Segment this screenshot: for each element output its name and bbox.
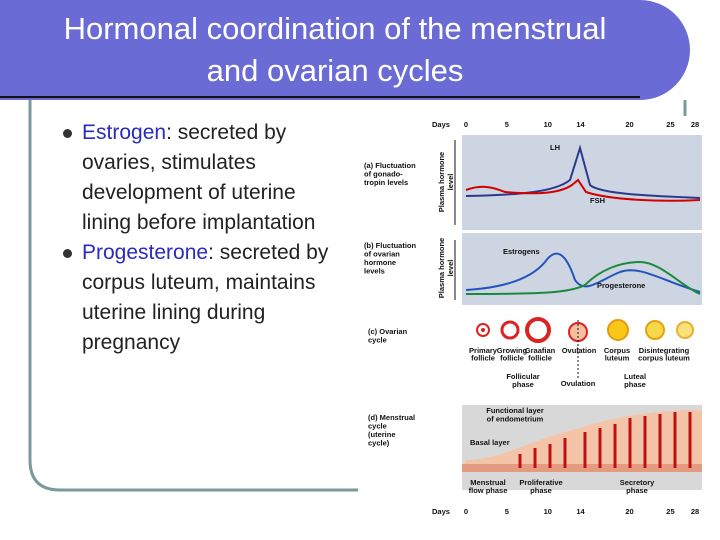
day-tick-label: 5 <box>505 507 509 516</box>
figure-label: flow phase <box>469 486 508 495</box>
follicle-icon <box>607 319 629 341</box>
figure-label: follicle <box>528 354 552 363</box>
figure-label: phase <box>530 486 552 495</box>
figure-label: Corpus <box>604 346 630 355</box>
curve-label: LH <box>550 143 560 152</box>
frame-line <box>28 100 360 492</box>
figure-label: Follicular <box>506 372 539 381</box>
figure-label: Ovulation <box>561 379 596 388</box>
curve-label: FSH <box>590 196 605 205</box>
vessel <box>518 412 692 468</box>
lh-curve <box>465 144 701 199</box>
figure-label: hormone <box>364 258 396 267</box>
figure-label: Disintegrating <box>639 346 690 355</box>
progesterone-curve <box>465 260 701 295</box>
days-label: Days <box>432 507 450 516</box>
figure-label: cycle <box>368 422 387 431</box>
figure-label: Ovulation <box>562 346 597 355</box>
figure-label: Functional layer <box>486 406 544 415</box>
bullet: Progesterone: secreted by corpus luteum,… <box>60 238 350 358</box>
figure-label: cycle) <box>368 439 390 448</box>
term: Progesterone <box>82 241 209 264</box>
figure-label: phase <box>626 486 648 495</box>
figure-label: Menstrual <box>470 478 505 487</box>
day-tick-label: 28 <box>691 120 699 129</box>
day-tick-label: 25 <box>666 120 674 129</box>
figure-label: (d) Menstrual <box>368 413 415 422</box>
title: Hormonal coordination of the menstrual a… <box>63 11 607 88</box>
axis-label: level <box>446 260 455 277</box>
endometrium-vessels <box>518 412 692 468</box>
figure-label: (c) Ovarian <box>368 327 408 336</box>
days-label: Days <box>432 120 450 129</box>
day-tick-label: 14 <box>576 120 585 129</box>
figure-label: Growing <box>497 346 528 355</box>
day-tick-label: 0 <box>464 120 468 129</box>
axis-label: Plasma hormone <box>437 238 446 298</box>
figure-label: tropin levels <box>364 178 408 187</box>
figure-label: of gonado- <box>364 170 403 179</box>
figure-label: of ovarian <box>364 250 400 259</box>
figure-label: phase <box>624 380 646 389</box>
curve-label: Progesterone <box>597 281 645 290</box>
day-tick-label: 10 <box>544 120 552 129</box>
figure-label: phase <box>512 380 534 389</box>
figure-label: Primary <box>469 346 498 355</box>
follicle-icon <box>481 328 485 332</box>
day-tick-label: 25 <box>666 507 674 516</box>
title-band <box>0 0 690 100</box>
day-tick-label: 14 <box>576 507 585 516</box>
bullet: Estrogen: secreted by ovaries, stimulate… <box>60 118 350 238</box>
day-tick-label: 28 <box>691 507 699 516</box>
follicle-icon <box>525 317 551 343</box>
figure-label: (uterine <box>368 430 396 439</box>
figure-label: Basal layer <box>470 438 510 447</box>
axis-label: level <box>446 174 455 191</box>
figure-label: Secretory <box>620 478 655 487</box>
figure-label: Luteal <box>624 372 646 381</box>
curve-label: Estrogens <box>503 247 540 256</box>
day-tick-label: 5 <box>505 120 509 129</box>
figure: Days 0 5 10 14 20 25 28 Days 0 5 10 14 20 25 28 (a) Fluc… <box>358 116 712 528</box>
figure-label: Proliferative <box>519 478 562 487</box>
fsh-curve <box>465 178 701 202</box>
follicle-icon <box>676 321 694 339</box>
figure-label: corpus luteum <box>638 354 690 363</box>
follicle-icon <box>500 320 520 340</box>
follicle-icon <box>645 320 665 340</box>
figure-label: Graafian <box>525 346 556 355</box>
bullet-text: : secreted by corpus luteum, maintains u… <box>82 241 329 354</box>
bullet-text: : secreted by ovaries, stimulates develo… <box>82 121 316 234</box>
axis-label: Plasma hormone <box>437 152 446 212</box>
day-tick-label: 10 <box>544 507 552 516</box>
term: Estrogen <box>82 121 167 144</box>
figure-label: luteum <box>605 354 630 363</box>
basal-layer <box>462 464 702 472</box>
endometrium <box>462 410 702 470</box>
bullet-list: Estrogen: secreted by ovaries, stimulate… <box>60 118 350 358</box>
day-tick-label: 20 <box>625 507 633 516</box>
panel-a-box <box>462 135 702 230</box>
day-tick-label: 20 <box>625 120 633 129</box>
figure-label: follicle <box>500 354 524 363</box>
figure-label: of endometrium <box>487 415 544 424</box>
day-tick-label: 0 <box>464 507 468 516</box>
figure-label: cycle <box>368 336 387 345</box>
figure-label: (a) Fluctuation <box>364 161 416 170</box>
figure-label: follicle <box>471 354 495 363</box>
figure-label: (b) Fluctuation <box>364 241 416 250</box>
estrogen-curve <box>465 252 701 293</box>
figure-label: levels <box>364 267 385 276</box>
